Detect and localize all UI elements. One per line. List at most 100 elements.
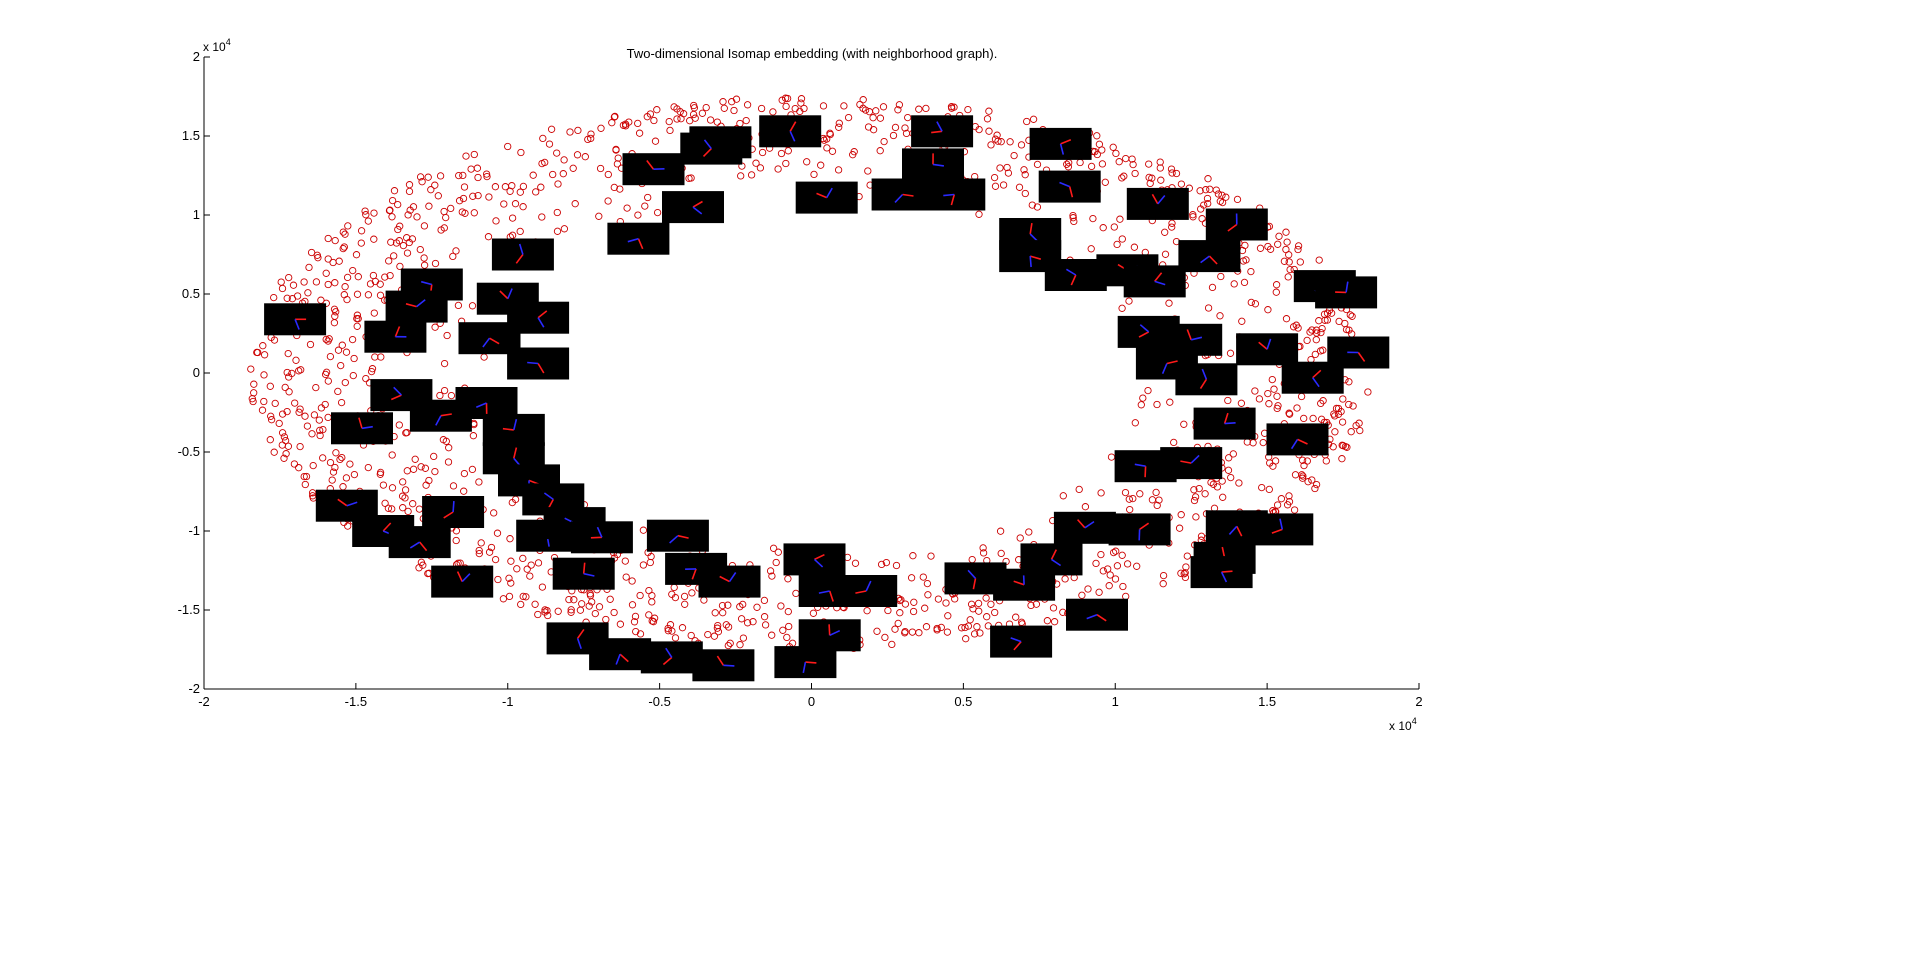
scatter-point xyxy=(1205,305,1211,311)
scatter-point xyxy=(1011,152,1017,158)
scatter-point xyxy=(1100,225,1106,231)
chart-title: Two-dimensional Isomap embedding (with n… xyxy=(627,46,998,61)
scatter-point xyxy=(1231,281,1237,287)
scatter-point xyxy=(339,454,345,460)
scatter-point xyxy=(637,592,643,598)
scatter-point xyxy=(974,624,980,630)
scatter-point xyxy=(323,270,329,276)
scatter-point xyxy=(1123,155,1129,161)
scatter-point xyxy=(1259,484,1265,490)
scatter-point xyxy=(1271,386,1277,392)
scatter-point xyxy=(699,110,705,116)
scatter-point xyxy=(1166,300,1172,306)
scatter-point xyxy=(1178,512,1184,518)
image-thumbnail xyxy=(264,303,326,335)
scatter-point xyxy=(1309,477,1315,483)
image-thumbnail xyxy=(662,191,724,223)
scatter-point xyxy=(1228,474,1234,480)
scatter-point xyxy=(890,132,896,138)
scatter-point xyxy=(1346,379,1352,385)
image-thumbnail xyxy=(835,575,897,607)
scatter-point xyxy=(501,201,507,207)
scatter-point xyxy=(506,593,512,599)
scatter-point xyxy=(527,573,533,579)
scatter-point xyxy=(377,292,383,298)
scatter-point xyxy=(598,125,604,131)
scatter-point xyxy=(1252,388,1258,394)
scatter-point xyxy=(272,400,278,406)
image-thumbnail xyxy=(1136,348,1198,380)
scatter-point xyxy=(481,354,487,360)
scatter-point xyxy=(446,445,452,451)
scatter-point xyxy=(892,626,898,632)
scatter-point xyxy=(1140,395,1146,401)
scatter-point xyxy=(1119,552,1125,558)
scatter-point xyxy=(1276,233,1282,239)
scatter-point xyxy=(1230,451,1236,457)
scatter-point xyxy=(707,117,713,123)
y-tick-label: -0.5 xyxy=(178,444,200,459)
scatter-point xyxy=(354,291,360,297)
scatter-point xyxy=(714,119,720,125)
scatter-point xyxy=(835,167,841,173)
scatter-point xyxy=(1252,301,1258,307)
scatter-point xyxy=(410,466,416,472)
scatter-point xyxy=(605,171,611,177)
scatter-point xyxy=(1291,507,1297,513)
image-thumbnail xyxy=(607,223,669,255)
scatter-point xyxy=(455,302,461,308)
scatter-point xyxy=(575,127,581,133)
scatter-point xyxy=(345,523,351,529)
scatter-point xyxy=(1162,251,1168,257)
scatter-point xyxy=(524,566,530,572)
scatter-point xyxy=(546,141,552,147)
scatter-point xyxy=(302,413,308,419)
scatter-point xyxy=(720,99,726,105)
scatter-point xyxy=(986,108,992,114)
scatter-point xyxy=(775,549,781,555)
scatter-point xyxy=(554,209,560,215)
scatter-point xyxy=(873,108,879,114)
scatter-point xyxy=(389,214,395,220)
scatter-point xyxy=(1157,165,1163,171)
image-thumbnail xyxy=(553,558,615,590)
scatter-point xyxy=(535,611,541,617)
scatter-point xyxy=(555,181,561,187)
scatter-point xyxy=(1114,563,1120,569)
scatter-point xyxy=(423,482,429,488)
scatter-point xyxy=(1157,159,1163,165)
scatter-point xyxy=(365,218,371,224)
scatter-point xyxy=(654,209,660,215)
scatter-point xyxy=(520,555,526,561)
scatter-point xyxy=(1169,224,1175,230)
scatter-point xyxy=(371,310,377,316)
scatter-point xyxy=(1305,479,1311,485)
scatter-point xyxy=(1167,399,1173,405)
scatter-point xyxy=(395,201,401,207)
scatter-point xyxy=(335,388,341,394)
scatter-point xyxy=(1265,390,1271,396)
scatter-point xyxy=(293,357,299,363)
scatter-point xyxy=(649,599,655,605)
scatter-point xyxy=(507,536,513,542)
x-tick-label: 0.5 xyxy=(954,694,972,709)
scatter-point xyxy=(672,635,678,641)
scatter-point xyxy=(538,184,544,190)
scatter-point xyxy=(623,574,629,580)
scatter-point xyxy=(690,111,696,117)
x-tick-label: 1.5 xyxy=(1258,694,1276,709)
image-thumbnail xyxy=(571,521,633,553)
scatter-point xyxy=(818,162,824,168)
x-tick-label: -2 xyxy=(198,694,210,709)
image-thumbnail xyxy=(1039,171,1101,203)
scatter-point xyxy=(470,433,476,439)
scatter-point xyxy=(279,442,285,448)
scatter-point xyxy=(1219,192,1225,198)
scatter-point xyxy=(461,184,467,190)
x-tick-label: -1 xyxy=(502,694,514,709)
scatter-point xyxy=(331,320,337,326)
image-thumbnail xyxy=(1109,513,1171,545)
scatter-point xyxy=(893,562,899,568)
scatter-point xyxy=(336,258,342,264)
scatter-point xyxy=(692,115,698,121)
